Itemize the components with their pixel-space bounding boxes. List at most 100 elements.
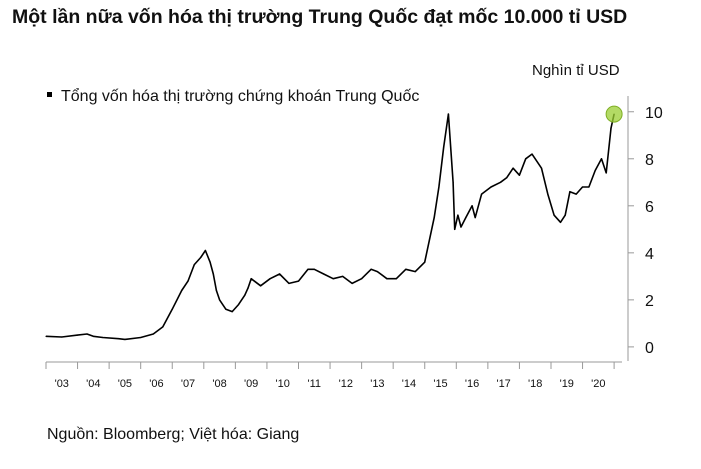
data-point bbox=[447, 113, 450, 115]
x-tick-label: '15 bbox=[433, 378, 447, 390]
x-tick-label: '18 bbox=[528, 378, 542, 390]
data-point bbox=[438, 186, 440, 188]
highlight-marker bbox=[605, 105, 623, 123]
data-point bbox=[76, 334, 79, 336]
data-point bbox=[531, 153, 533, 155]
data-point bbox=[480, 193, 483, 195]
data-point bbox=[581, 186, 584, 188]
data-point bbox=[117, 338, 120, 340]
data-point bbox=[225, 308, 227, 310]
legend-marker bbox=[47, 92, 52, 98]
x-tick-label: '04 bbox=[86, 378, 100, 390]
data-point bbox=[376, 271, 378, 273]
data-point bbox=[171, 308, 173, 310]
y-tick-label: 6 bbox=[645, 199, 654, 216]
data-point bbox=[594, 169, 596, 172]
data-point bbox=[307, 268, 309, 270]
data-point bbox=[569, 191, 571, 193]
data-point bbox=[471, 205, 473, 207]
data-point bbox=[506, 176, 508, 179]
data-point bbox=[45, 335, 47, 337]
x-tick-label: '03 bbox=[55, 378, 69, 390]
data-point bbox=[244, 294, 246, 296]
data-point bbox=[187, 280, 189, 282]
data-point bbox=[193, 263, 195, 266]
data-point bbox=[424, 261, 426, 263]
x-tick-label: '12 bbox=[339, 378, 353, 390]
x-tick-label: '17 bbox=[496, 378, 510, 390]
series-lines bbox=[45, 113, 615, 341]
data-point bbox=[512, 167, 514, 169]
data-point bbox=[452, 181, 454, 183]
y-tick-label: 4 bbox=[645, 246, 654, 263]
data-point bbox=[460, 226, 462, 228]
x-tick-label: '19 bbox=[560, 378, 574, 390]
data-point bbox=[525, 158, 527, 160]
x-tick-label: '16 bbox=[465, 378, 479, 390]
y-tick-label: 0 bbox=[645, 340, 654, 357]
x-tick-label: '20 bbox=[591, 378, 605, 390]
x-tick-label: '06 bbox=[149, 378, 163, 390]
data-point bbox=[237, 303, 240, 306]
data-point bbox=[361, 278, 363, 280]
data-point bbox=[204, 249, 206, 252]
data-point bbox=[269, 278, 271, 280]
data-point bbox=[395, 278, 397, 280]
data-point bbox=[474, 216, 476, 219]
series-line bbox=[45, 113, 615, 341]
x-axis: '03 '04 '05 '06 '07 '08 '09 '10 '11 '12 '13 '14 '15 '… bbox=[45, 361, 622, 390]
data-point bbox=[588, 186, 590, 188]
unit-label: Nghìn tỉ USD bbox=[532, 62, 620, 79]
x-tick-label: '10 bbox=[276, 378, 290, 390]
legend: Tổng vốn hóa thị trường chứng khoán Trun… bbox=[47, 88, 419, 106]
data-point bbox=[414, 271, 416, 273]
data-point bbox=[600, 158, 603, 160]
data-point bbox=[332, 278, 334, 280]
data-point bbox=[547, 193, 549, 195]
data-point bbox=[152, 333, 154, 335]
data-point bbox=[215, 289, 218, 292]
x-tick-label: '07 bbox=[181, 378, 195, 390]
data-point bbox=[518, 174, 521, 176]
data-point bbox=[405, 268, 407, 270]
data-point bbox=[610, 127, 612, 129]
data-point bbox=[61, 336, 63, 338]
y-tick-label: 10 bbox=[645, 105, 663, 122]
data-point bbox=[288, 282, 290, 285]
x-tick-label: '11 bbox=[308, 378, 322, 390]
legend-label: Tổng vốn hóa thị trường chứng khoán Trun… bbox=[61, 88, 420, 105]
chart-title: Một lần nữa vốn hóa thị trường Trung Quố… bbox=[12, 6, 628, 28]
data-point bbox=[323, 273, 325, 275]
data-point bbox=[370, 268, 372, 270]
data-point bbox=[231, 311, 233, 313]
data-point bbox=[465, 216, 467, 219]
data-point bbox=[443, 146, 445, 148]
y-tick-label: 2 bbox=[645, 293, 654, 310]
data-point bbox=[297, 280, 300, 282]
x-tick-label: '05 bbox=[118, 378, 132, 390]
data-point bbox=[386, 278, 388, 280]
data-point bbox=[454, 228, 456, 230]
data-point bbox=[218, 299, 221, 301]
data-point bbox=[457, 214, 459, 216]
data-point bbox=[540, 167, 543, 169]
data-point bbox=[499, 181, 502, 183]
data-point bbox=[124, 338, 126, 340]
data-point bbox=[553, 214, 555, 216]
data-point bbox=[102, 336, 104, 339]
data-point bbox=[278, 273, 281, 275]
data-point bbox=[140, 336, 142, 339]
data-point bbox=[351, 282, 353, 285]
data-point bbox=[342, 275, 344, 277]
data-point bbox=[212, 273, 214, 275]
x-tick-label: '13 bbox=[370, 378, 384, 390]
y-tick-label: 8 bbox=[645, 152, 654, 169]
data-point bbox=[247, 287, 249, 289]
data-point bbox=[92, 335, 94, 337]
data-point bbox=[605, 172, 607, 174]
data-point bbox=[162, 326, 164, 328]
data-point bbox=[490, 186, 492, 188]
x-tick-label: '09 bbox=[244, 378, 258, 390]
data-point bbox=[209, 261, 211, 263]
highlight-circle bbox=[605, 105, 623, 123]
